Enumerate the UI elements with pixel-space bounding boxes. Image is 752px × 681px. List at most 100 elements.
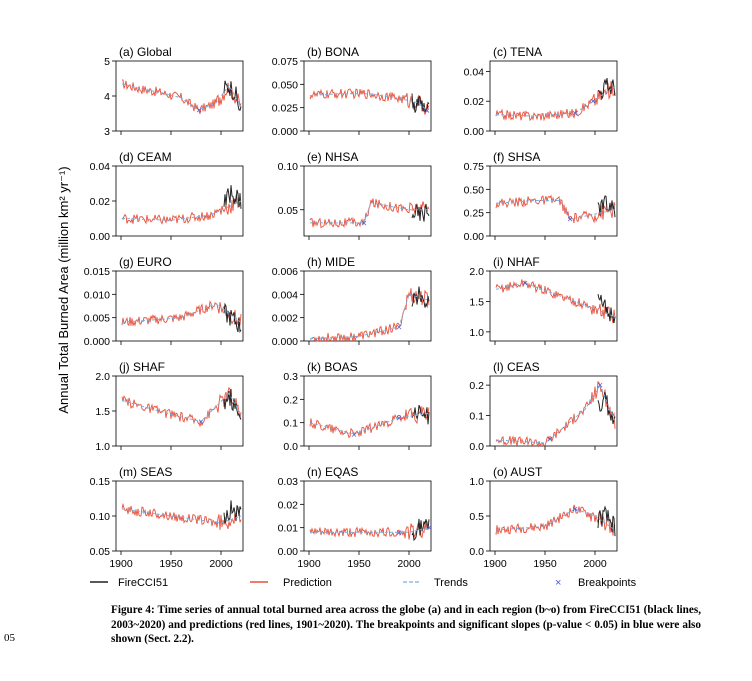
prediction-line: [495, 279, 616, 324]
y-tick-label: 0.075: [272, 56, 298, 68]
firecci-line: [411, 404, 430, 425]
line-number: 05: [4, 632, 15, 644]
trend-line: [121, 83, 242, 111]
y-tick-label: 0.002: [272, 313, 298, 325]
breakpoint-marker: ×: [426, 523, 432, 534]
y-tick-label: 0.1: [469, 411, 484, 423]
y-tick-label: 0.006: [272, 266, 298, 278]
y-tick-label: 1.0: [469, 476, 484, 488]
firecci-line: [223, 388, 242, 420]
prediction-line: [122, 79, 242, 114]
breakpoint-marker: ×: [547, 434, 553, 445]
y-tick-label: 2.0: [95, 371, 110, 383]
breakpoint-marker: ×: [572, 505, 578, 516]
panel-11: (l) CEAS 0.0 0.1 0.2 × ×: [469, 360, 618, 453]
panel-frame: [303, 60, 432, 132]
breakpoint-marker: ×: [597, 381, 603, 392]
x-tick-label: 1900: [109, 558, 133, 570]
breakpoint-marker: ×: [396, 528, 402, 539]
panel-frame: [115, 375, 244, 447]
firecci-line: [411, 286, 430, 309]
panel-title: (o) AUST: [493, 465, 543, 479]
y-tick-label: 1.0: [95, 441, 110, 453]
panel-title: (n) EQAS: [307, 465, 358, 479]
firecci-line: [223, 302, 242, 334]
prediction-line: [121, 386, 242, 428]
panel-frame: [303, 480, 432, 552]
trend-line: [121, 508, 242, 524]
firecci-line: [597, 391, 616, 425]
panel-frame: [115, 60, 244, 132]
y-tick-label: 0.000: [272, 336, 298, 348]
prediction-line: [309, 406, 430, 439]
y-tick-label: 0.025: [272, 103, 298, 115]
legend-prediction-label: Prediction: [283, 577, 332, 589]
x-tick-label: 1900: [483, 558, 507, 570]
firecci-line: [597, 505, 616, 537]
legend-trends-label: Trends: [434, 577, 468, 589]
firecci-line: [411, 93, 430, 113]
panel-frame: [115, 270, 244, 342]
trend-line: [495, 383, 616, 444]
firecci-line: [597, 195, 616, 218]
y-tick-label: 5: [104, 56, 110, 68]
y-tick-label: 1.5: [95, 406, 110, 418]
firecci-line: [223, 500, 242, 524]
panel-frame: [303, 270, 432, 342]
y-tick-label: 2.0: [469, 266, 484, 278]
y-tick-label: 0.0: [469, 546, 484, 558]
panel-title: (f) SHSA: [493, 150, 540, 164]
y-tick-label: 0.10: [90, 511, 111, 523]
y-tick-label: 0.05: [90, 546, 111, 558]
breakpoint-marker: ×: [567, 215, 573, 226]
y-tick-label: 0.000: [272, 126, 298, 138]
y-axis-label: Annual Total Burned Area (million km² yr…: [56, 166, 71, 413]
trend-line: [310, 202, 429, 224]
trend-line: [495, 508, 616, 531]
y-tick-label: 0.02: [464, 96, 485, 108]
panel-frame: [303, 165, 432, 237]
trend-line: [121, 303, 242, 323]
y-tick-label: 0.004: [272, 289, 298, 301]
panel-frame: [489, 165, 618, 237]
y-tick-label: 0.15: [90, 476, 111, 488]
panel-title: (j) SHAF: [119, 360, 165, 374]
panel-13: (n) EQAS 0.00 0.01 0.02 0.03 1900 1950 2000 × ×: [278, 465, 433, 570]
y-tick-label: 0.75: [464, 161, 485, 173]
breakpoint-marker: ×: [396, 414, 402, 425]
trend-line: [309, 412, 430, 435]
x-tick-label: 1950: [159, 558, 183, 570]
panel-10: (k) BOAS 0.0 0.1 0.2 0.3 × ×: [283, 360, 432, 453]
panel-14: (o) AUST 0.0 0.5 1.0 1900 1950 2000 ×: [469, 465, 618, 570]
panel-title: (h) MIDE: [307, 255, 355, 269]
panel-5: (f) SHSA 0.00 0.25 0.50 0.75 ×: [464, 150, 618, 243]
trend-line: [309, 93, 430, 113]
y-tick-label: 0.01: [278, 523, 299, 535]
prediction-line: [495, 380, 616, 448]
firecci-line: [597, 293, 616, 323]
panel-6: (g) EURO 0.000 0.005 0.010 0.015: [84, 255, 244, 348]
prediction-line: [495, 81, 616, 122]
breakpoint-marker: ×: [590, 97, 596, 108]
panel-title: (m) SEAS: [119, 465, 172, 479]
x-tick-label: 1950: [533, 558, 557, 570]
y-tick-label: 3: [104, 126, 110, 138]
prediction-line: [121, 194, 242, 225]
y-tick-label: 0.00: [464, 231, 485, 243]
firecci-line: [411, 518, 430, 542]
panel-9: (j) SHAF 1.0 1.5 2.0 ×: [95, 360, 244, 453]
panel-title: (k) BOAS: [307, 360, 358, 374]
legend: FireCCI51 Prediction Trends × Breakpoint…: [90, 577, 637, 589]
breakpoint-marker: ×: [396, 323, 402, 334]
legend-breakpoints-marker: ×: [555, 577, 561, 589]
y-tick-label: 0.050: [272, 79, 298, 91]
y-tick-label: 0.03: [278, 476, 299, 488]
panel-12: (m) SEAS 0.05 0.10 0.15 1900 1950 2000: [90, 465, 244, 570]
trend-line: [495, 85, 616, 117]
y-tick-label: 0.0: [469, 441, 484, 453]
x-tick-label: 2000: [209, 558, 233, 570]
panel-title: (c) TENA: [493, 45, 542, 59]
trend-line: [121, 392, 242, 423]
panel-8: (i) NHAF 1.0 1.5 2.0 ×: [469, 255, 618, 345]
trend-line: [495, 282, 616, 318]
